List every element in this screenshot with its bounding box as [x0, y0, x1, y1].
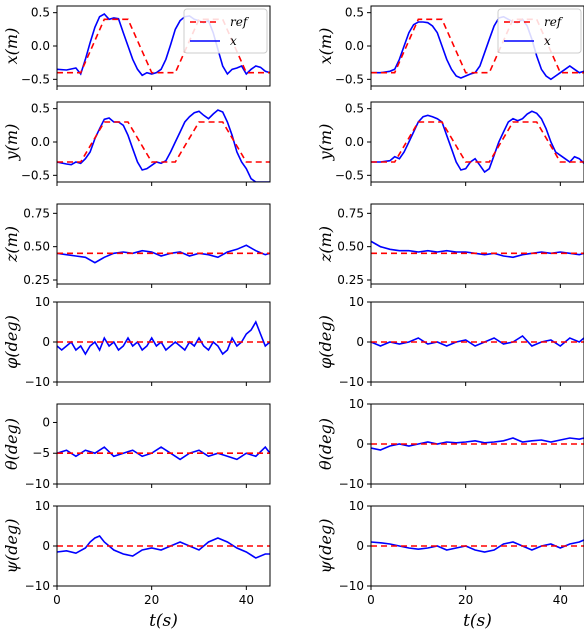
ylabel-R-x: x(m): [316, 28, 335, 65]
ytick-label-L-y: −0.5: [21, 168, 50, 182]
xlabel-R-psi: t(s): [463, 611, 492, 631]
ytick-label-R-z: 0.25: [337, 273, 364, 287]
ytick-label-R-x: −0.5: [335, 72, 364, 86]
ytick-label-L-z: 0.75: [23, 206, 50, 220]
panel-R-z: 0.25 0.50 0.75z(m): [316, 203, 584, 288]
series-actual-L-y: [57, 109, 270, 182]
axes-frame-L-y: [56, 101, 271, 183]
ytick-label-L-x: 0.0: [31, 39, 50, 53]
series-actual-L-z: [57, 244, 270, 264]
panel-L-z: 0.25 0.50 0.75z(m): [2, 203, 271, 288]
xtick-label-L-psi: 20: [144, 593, 159, 607]
panel-R-theta: −10 0 10 θ(deg): [316, 397, 584, 491]
ytick-label-L-theta: −10: [25, 477, 50, 491]
xtick-label-R-psi: 0: [367, 593, 375, 607]
axes-frame-R-z: [370, 203, 584, 285]
series-ref-R-y: [371, 121, 584, 163]
panel-L-theta: −10 −5 0 θ(deg): [2, 403, 271, 491]
ylabel-R-z: z(m): [316, 226, 335, 263]
ytick-label-R-theta: 0: [356, 437, 364, 451]
ytick-label-L-z: 0.50: [23, 240, 50, 254]
ytick-label-L-phi: 0: [42, 335, 50, 349]
ytick-label-R-z: 0.50: [337, 240, 364, 254]
series-ref-R-x: [371, 18, 584, 74]
legend-box-L-x: [183, 8, 268, 54]
axes-frame-R-y: [370, 101, 584, 183]
panel-R-y: −0.5 0.0 0.5 y(m): [316, 101, 584, 186]
series-actual-L-psi: [57, 535, 270, 559]
ytick-label-R-z: 0.75: [337, 206, 364, 220]
ytick-label-R-phi: −10: [339, 375, 364, 389]
axes-frame-L-z: [56, 203, 271, 285]
ytick-label-L-y: 0.0: [31, 135, 50, 149]
ytick-label-R-phi: 0: [356, 335, 364, 349]
series-actual-R-psi: [371, 539, 584, 553]
ylabel-R-y: y(m): [316, 124, 335, 162]
ytick-label-R-y: −0.5: [335, 168, 364, 182]
panel-R-x: −0.5 0.0 0.5 x(m) ref x: [316, 5, 584, 90]
xlabel-L-psi: t(s): [149, 611, 178, 631]
ytick-label-R-y: 0.0: [345, 135, 364, 149]
series-actual-R-x: [371, 15, 584, 81]
series-ref-L-y: [57, 121, 270, 163]
ytick-label-R-psi: −10: [339, 579, 364, 593]
series-actual-R-phi: [371, 334, 584, 347]
ylabel-L-z: z(m): [2, 226, 21, 263]
ytick-label-R-psi: 10: [349, 499, 364, 513]
axes-frame-L-theta: [56, 403, 271, 485]
ytick-label-L-psi: −10: [25, 579, 50, 593]
ytick-label-L-y: 0.5: [31, 102, 50, 116]
xtick-label-L-psi: 40: [239, 593, 254, 607]
ytick-label-R-y: 0.5: [345, 102, 364, 116]
xtick-label-R-psi: 40: [553, 593, 568, 607]
ylabel-L-psi: ψ(deg): [2, 519, 21, 574]
legend-actual-label-R-x: x: [544, 34, 551, 48]
series-actual-R-y: [371, 110, 584, 174]
ytick-label-R-phi: 10: [349, 295, 364, 309]
series-actual-L-x: [57, 12, 270, 77]
ytick-label-R-theta: −10: [339, 477, 364, 491]
ytick-label-L-z: 0.25: [23, 273, 50, 287]
ytick-label-L-theta: 0: [42, 415, 50, 429]
ylabel-L-phi: φ(deg): [2, 315, 21, 369]
series-actual-L-phi: [57, 320, 270, 356]
series-actual-R-theta: [371, 437, 584, 451]
ylabel-R-phi: φ(deg): [316, 315, 335, 369]
panel-L-phi: −10 0 10 φ(deg): [2, 295, 271, 389]
ytick-label-L-phi: −10: [25, 375, 50, 389]
ytick-label-R-theta: 10: [349, 397, 364, 411]
xtick-label-R-psi: 20: [458, 593, 473, 607]
legend-box-R-x: [497, 8, 582, 54]
ytick-label-R-x: 0.5: [345, 6, 364, 20]
series-actual-R-z: [371, 240, 584, 259]
ylabel-R-theta: θ(deg): [316, 418, 335, 470]
series-ref-L-x: [57, 18, 270, 74]
ytick-label-L-theta: −5: [32, 446, 50, 460]
xtick-label-L-psi: 0: [53, 593, 61, 607]
panel-L-x: −0.5 0.0 0.5 x(m) ref x: [2, 5, 271, 90]
ytick-label-R-x: 0.0: [345, 39, 364, 53]
panel-R-phi: −10 0 10 φ(deg): [316, 295, 584, 389]
ylabel-R-psi: ψ(deg): [316, 519, 335, 574]
ytick-label-L-psi: 0: [42, 539, 50, 553]
series-actual-L-theta: [57, 445, 270, 461]
ytick-label-L-x: −0.5: [21, 72, 50, 86]
ylabel-L-x: x(m): [2, 28, 21, 65]
legend-ref-label-R-x: ref: [544, 15, 564, 29]
ytick-label-L-psi: 10: [35, 499, 50, 513]
ytick-label-R-psi: 0: [356, 539, 364, 553]
ylabel-L-theta: θ(deg): [2, 418, 21, 470]
legend-actual-label-L-x: x: [230, 34, 237, 48]
ylabel-L-y: y(m): [2, 124, 21, 162]
ytick-label-L-phi: 10: [35, 295, 50, 309]
legend-ref-label-L-x: ref: [230, 15, 250, 29]
ytick-label-L-x: 0.5: [31, 6, 50, 20]
panel-L-y: −0.5 0.0 0.5 y(m): [2, 101, 271, 186]
